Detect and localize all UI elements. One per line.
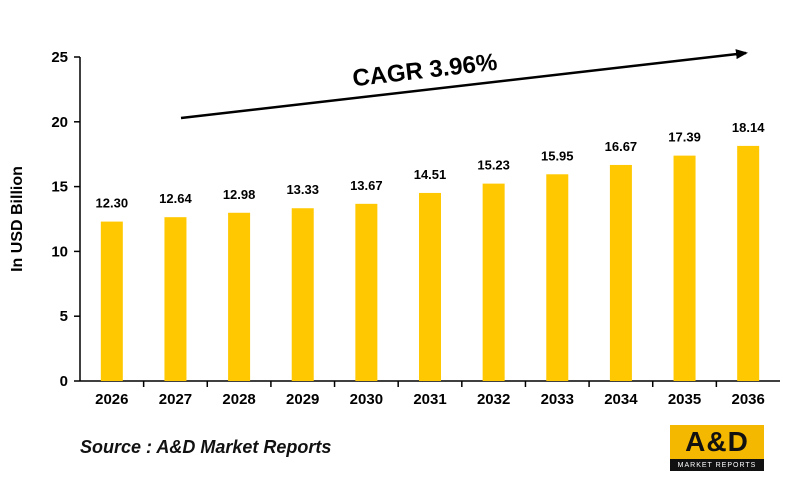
y-tick-label: 15 [51, 179, 68, 196]
data-label-2028: 12.98 [223, 187, 256, 202]
x-tick-label-2033: 2033 [541, 391, 574, 408]
bar-2029 [291, 208, 314, 381]
bar-2027 [164, 217, 187, 381]
data-label-2036: 18.14 [732, 120, 765, 135]
data-label-2035: 17.39 [668, 130, 701, 145]
bar-2036 [737, 145, 760, 381]
x-tick-label-2026: 2026 [95, 391, 128, 408]
data-label-2027: 12.64 [159, 191, 192, 206]
bar-2031 [419, 192, 441, 381]
x-tick-label-2028: 2028 [222, 391, 255, 408]
data-label-2029: 13.33 [286, 182, 319, 197]
data-label-2033: 15.95 [541, 148, 574, 163]
y-tick-label: 0 [60, 373, 68, 390]
x-tick-label-2029: 2029 [286, 391, 319, 408]
logo-subtitle-box: MARKET REPORTS [670, 459, 764, 471]
y-tick-label: 20 [51, 114, 68, 131]
y-tick-label: 10 [51, 243, 68, 260]
data-label-2026: 12.30 [96, 196, 129, 211]
ad-logo: A&D MARKET REPORTS [670, 425, 764, 471]
x-tick-label-2034: 2034 [604, 391, 638, 408]
data-label-2032: 15.23 [477, 158, 510, 173]
x-tick-label-2035: 2035 [668, 391, 701, 408]
bar-2034 [609, 164, 632, 381]
bar-2030 [355, 203, 378, 381]
logo-subtitle: MARKET REPORTS [677, 461, 757, 469]
y-tick-label: 5 [60, 308, 68, 325]
logo-mark: A&D [685, 426, 749, 457]
bar-2035 [673, 155, 696, 381]
bars [100, 145, 760, 381]
y-ticks: 0 5 10 15 20 25 [51, 49, 80, 390]
x-tick-label-2031: 2031 [413, 391, 446, 408]
x-tick-label-2027: 2027 [159, 391, 192, 408]
logo-mark-box: A&D [670, 425, 764, 459]
source-note: Source : A&D Market Reports [80, 437, 332, 457]
data-label-2030: 13.67 [350, 178, 383, 193]
bar-2033 [546, 174, 569, 381]
x-ticks: 2026 2027 2028 2029 2030 2031 2032 2033 2034 2035… [95, 381, 765, 408]
bar-2028 [228, 212, 251, 381]
data-label-2034: 16.67 [605, 139, 638, 154]
bar-2026 [100, 221, 123, 381]
cagr-arrow [180, 49, 748, 120]
x-tick-label-2036: 2036 [731, 391, 764, 408]
data-labels: 12.30 12.64 12.98 13.33 13.67 14.51 15.23 15.95… [96, 120, 766, 211]
bar-2032 [482, 183, 505, 381]
data-label-2031: 14.51 [414, 167, 447, 182]
x-tick-label-2032: 2032 [477, 391, 510, 408]
y-tick-label: 25 [51, 49, 68, 66]
x-tick-label-2030: 2030 [350, 391, 383, 408]
cagr-annotation: CAGR 3.96% [351, 49, 499, 93]
y-axis-label: In USD Billion [9, 166, 26, 272]
